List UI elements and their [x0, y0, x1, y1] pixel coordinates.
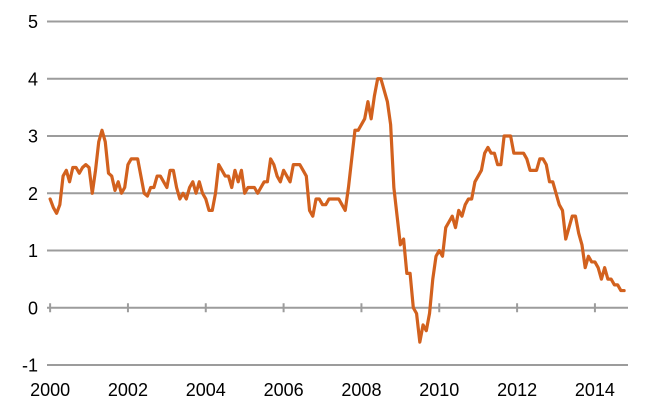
x-axis-label-2000: 2000 [30, 380, 70, 400]
y-axis-label-5: 5 [28, 12, 38, 32]
x-axis-label-2006: 2006 [264, 380, 304, 400]
x-axis-label-2002: 2002 [108, 380, 148, 400]
x-axis-label-2004: 2004 [186, 380, 226, 400]
y-axis-label-1: 1 [28, 241, 38, 261]
x-axis-label-2010: 2010 [419, 380, 459, 400]
data-line-inflation-rate [48, 77, 626, 344]
y-axis-label-0: 0 [28, 298, 38, 318]
x-axis-label-2014: 2014 [575, 380, 615, 400]
y-axis-label--1: -1 [22, 356, 38, 376]
y-axis-label-3: 3 [28, 127, 38, 147]
y-axis-label-2: 2 [28, 184, 38, 204]
x-axis-label-2012: 2012 [497, 380, 537, 400]
x-axis-label-2008: 2008 [341, 380, 381, 400]
y-axis-label-4: 4 [28, 69, 38, 89]
